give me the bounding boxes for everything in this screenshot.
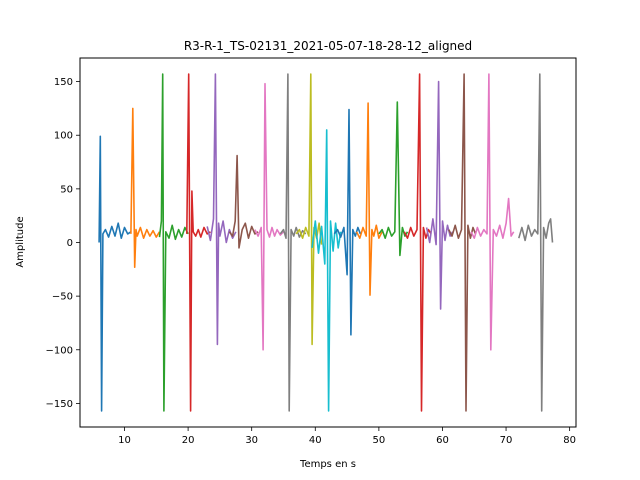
series-line-11 [333, 108, 362, 336]
series-line-18 [518, 73, 554, 412]
y-tick-label: −150 [46, 399, 73, 410]
chart-title: R3-R-1_TS-02131_2021-05-07-18-28-12_alig… [184, 39, 472, 53]
y-tick-label: −50 [52, 292, 73, 303]
series-line-6 [228, 154, 259, 249]
x-tick-label: 50 [373, 435, 386, 446]
x-tick-label: 60 [436, 435, 449, 446]
series-line-3 [158, 73, 189, 412]
y-axis-label: Amplitude [15, 216, 26, 267]
series-line-16 [448, 73, 477, 412]
series-line-12 [355, 102, 383, 296]
series-line-10 [311, 129, 342, 412]
x-axis-label: Temps en s [299, 459, 356, 470]
series-line-8 [279, 73, 307, 412]
series-line-7 [254, 82, 285, 351]
series-line-14 [403, 73, 432, 412]
series-line-17 [470, 73, 515, 351]
series-line-4 [186, 73, 211, 412]
series-line-13 [378, 101, 409, 257]
y-axis: −150 −100 −50 0 50 100 150 [46, 77, 80, 410]
series-line-15 [425, 80, 454, 310]
x-axis: 10 20 30 40 50 60 70 80 [118, 427, 576, 446]
y-tick-label: 150 [54, 77, 73, 88]
x-tick-label: 10 [118, 435, 131, 446]
y-tick-label: 0 [67, 238, 73, 249]
x-tick-label: 40 [309, 435, 322, 446]
x-tick-label: 30 [245, 435, 258, 446]
series-layer [98, 73, 554, 412]
series-line-5 [206, 73, 237, 346]
y-tick-label: 50 [60, 184, 73, 195]
series-line-1 [98, 135, 132, 412]
series-line-9 [295, 73, 323, 346]
y-tick-label: −100 [46, 345, 73, 356]
series-line-2 [130, 107, 161, 269]
y-tick-label: 100 [54, 131, 73, 142]
x-tick-label: 20 [182, 435, 195, 446]
x-tick-label: 80 [563, 435, 576, 446]
x-tick-label: 70 [500, 435, 513, 446]
